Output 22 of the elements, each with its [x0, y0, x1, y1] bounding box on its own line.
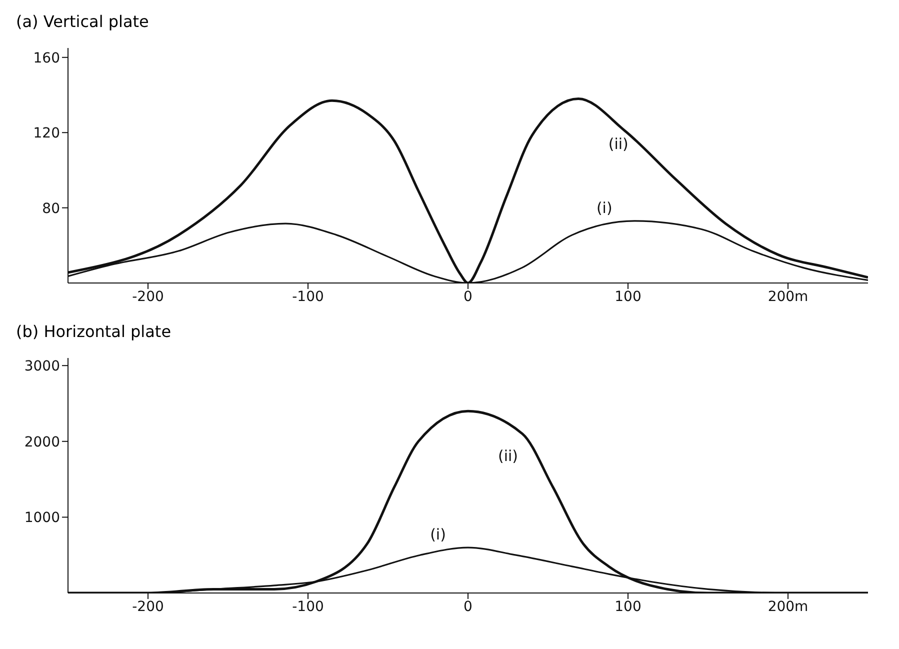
- y-tick-label: 80: [42, 200, 60, 217]
- x-tick-label: 200m: [768, 598, 808, 615]
- x-tick-label: 100: [614, 598, 642, 615]
- series-label: (ii): [498, 447, 518, 466]
- y-tick-label: 160: [33, 50, 60, 66]
- x-tick-label: 0: [464, 288, 472, 305]
- chart-title: (a) Vertical plate: [16, 12, 149, 31]
- series-label: (ii): [608, 134, 628, 153]
- y-tick-label: 3000: [24, 358, 60, 375]
- x-tick-label: -100: [292, 288, 324, 305]
- x-tick-label: 100: [614, 288, 642, 305]
- series-label: (i): [596, 198, 612, 217]
- x-tick-label: -200: [132, 288, 164, 305]
- x-tick-label: -200: [132, 598, 164, 615]
- y-tick-label: 1000: [24, 510, 60, 526]
- x-tick-label: 200m: [768, 288, 808, 305]
- y-tick-label: 2000: [24, 434, 60, 450]
- series-label: (i): [430, 526, 446, 544]
- chart-title: (b) Horizontal plate: [16, 322, 172, 341]
- x-tick-label: 0: [464, 598, 472, 615]
- x-tick-label: -100: [292, 598, 324, 615]
- y-tick-label: 120: [33, 126, 60, 142]
